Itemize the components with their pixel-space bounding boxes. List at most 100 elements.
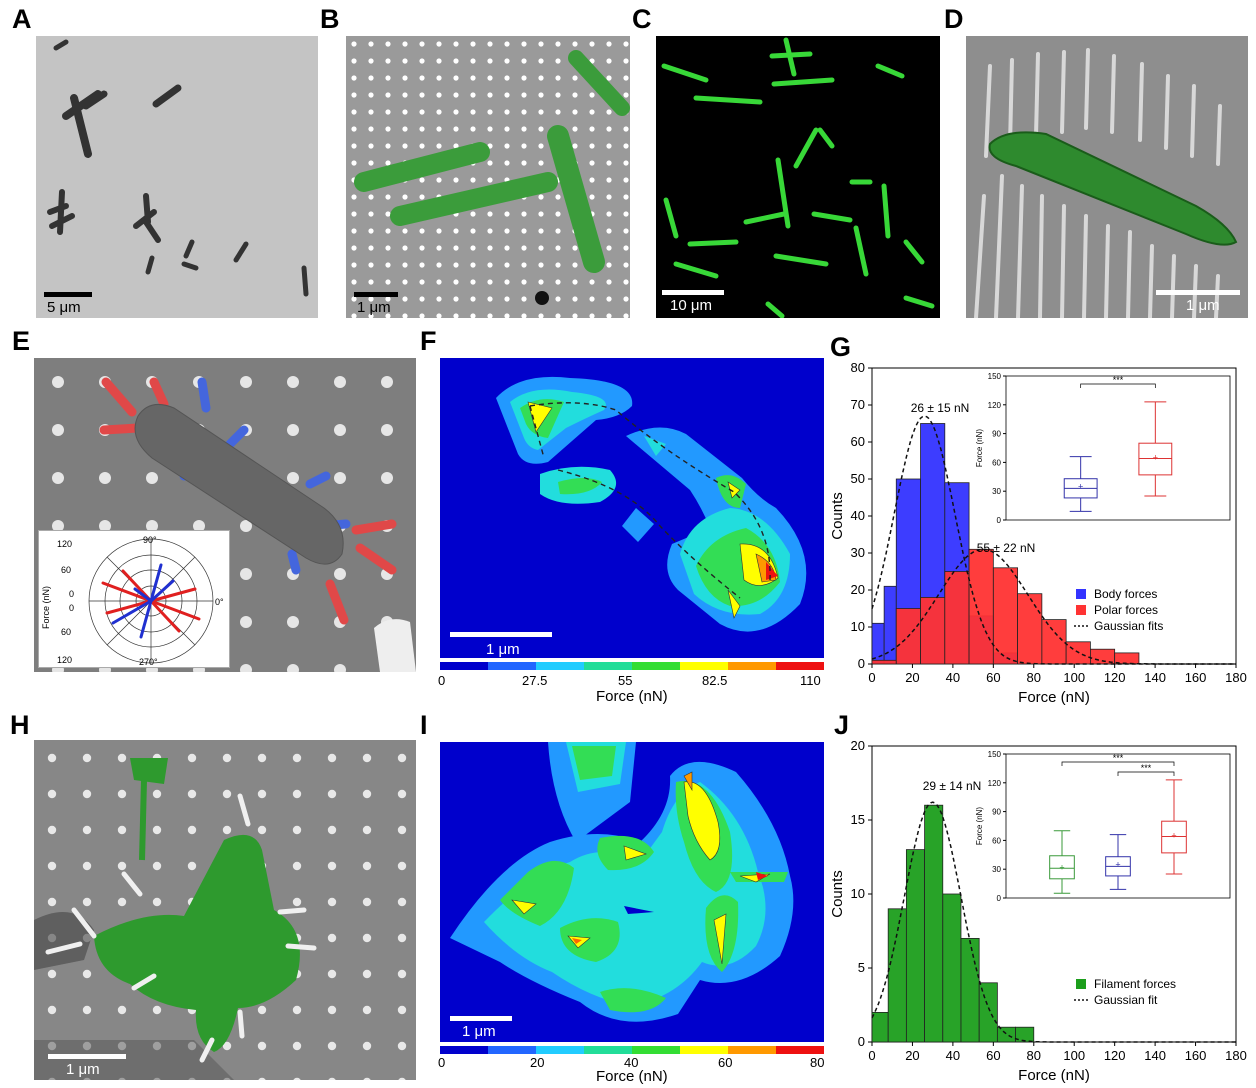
bar-b-5 (992, 567, 1018, 665)
polar-tick-top-2: 0 (69, 589, 74, 599)
x-tick-label-2: 40 (946, 670, 960, 685)
x-tick-label-7: 140 (1144, 670, 1166, 685)
colorbar-f-tick-1: 27.5 (522, 673, 548, 688)
scale-bar-c (662, 290, 724, 295)
colorbar-i-tick-4: 80 (810, 1055, 825, 1070)
box-0-mean: + (1078, 481, 1083, 491)
x-tick-label-9: 180 (1225, 1048, 1247, 1063)
x-tick-label-5: 100 (1063, 670, 1085, 685)
histogram-j: 0 20 40 60 80 100 120 140 160 180 0 5 10 15 20 Force (n… (829, 738, 1247, 1084)
x-tick-label-9: 180 (1225, 670, 1247, 685)
inset-y-label-2: 60 (992, 836, 1001, 845)
inset-y-label-3: 90 (992, 808, 1001, 817)
x-tick-label-8: 160 (1185, 1048, 1207, 1063)
sem-image-d (966, 36, 1248, 318)
x-axis-label: Force (nN) (1018, 1067, 1090, 1084)
box-0 (1049, 855, 1075, 880)
inset-frame (1005, 375, 1231, 521)
polar-angle-270: 270° (139, 657, 158, 667)
bar-a-3 (924, 804, 944, 1043)
bar-b-0 (871, 659, 897, 665)
significance-label-0: *** (1113, 375, 1124, 385)
x-tick-label-6: 120 (1104, 670, 1126, 685)
colorbar-i-tick-2: 40 (624, 1055, 639, 1070)
panel-label-a: A (12, 4, 32, 34)
polar-tick-top-1: 60 (61, 565, 71, 575)
inset-y-label-5: 150 (988, 750, 1002, 759)
sem-image-e: 90° 0° 270° 120 60 0 0 60 120 Force (nN) (34, 358, 416, 672)
x-tick-label-2: 40 (946, 1048, 960, 1063)
inset-y-label-3: 90 (992, 430, 1001, 439)
annotation-1: 55 ± 22 nN (977, 541, 1036, 555)
polar-tick-bottom-1: 60 (61, 627, 71, 637)
y-tick-label-4: 40 (851, 508, 865, 523)
bacteria-drawing-b (346, 36, 630, 318)
colorbar-i (440, 1046, 824, 1054)
colorbar-f-tick-2: 55 (618, 673, 633, 688)
annotation-0: 29 ± 14 nN (923, 779, 982, 793)
colorbar-f-tick-0: 0 (438, 673, 446, 688)
bar-b-4 (968, 548, 994, 665)
scale-bar-b (354, 292, 398, 297)
bar-a-4 (942, 893, 962, 1043)
x-tick-label-0: 0 (868, 1048, 875, 1063)
significance-label-1: *** (1141, 763, 1152, 773)
polar-inset: 90° 0° 270° 120 60 0 0 60 120 Force (nN) (38, 530, 230, 668)
colorbar-f-tick-4: 110 (800, 673, 821, 688)
pillars-drawing-d (974, 48, 1238, 318)
x-tick-label-7: 140 (1144, 1048, 1166, 1063)
box-0 (1063, 478, 1098, 499)
inset-y-label-1: 30 (992, 865, 1001, 874)
inset-frame (1005, 753, 1231, 899)
polar-tick-bottom-0: 0 (69, 603, 74, 613)
colorbar-f-label: Force (nN) (596, 688, 668, 705)
significance-bracket-0 (1061, 761, 1175, 766)
colorbar-i-label: Force (nN) (596, 1068, 668, 1085)
box-0-mean: + (1059, 862, 1064, 872)
colorbar-i-tick-0: 0 (438, 1055, 446, 1070)
panel-label-h: H (10, 710, 30, 740)
bar-a-5 (960, 937, 980, 1043)
panel-label-g: G (830, 332, 852, 362)
scale-label-h: 1 μm (66, 1061, 100, 1078)
contour-map-f (496, 376, 807, 632)
y-tick-label-7: 70 (851, 397, 865, 412)
force-contour-i (440, 742, 824, 1042)
inset-y-axis-label: Force (nN) (975, 429, 984, 468)
polar-tick-top-0: 120 (57, 539, 72, 549)
inset-y-label-1: 30 (992, 487, 1001, 496)
annotation-0: 26 ± 15 nN (911, 401, 970, 415)
fluorescence-image-c (656, 36, 940, 318)
filament-drawing-c (661, 37, 935, 318)
significance-bracket-1 (1117, 771, 1175, 776)
x-tick-label-4: 80 (1027, 1048, 1041, 1063)
colorbar-i-tick-3: 60 (718, 1055, 733, 1070)
bacteria-drawing-a (47, 39, 309, 297)
scale-bar-h (48, 1054, 126, 1059)
y-tick-label-1: 10 (851, 619, 865, 634)
y-tick-label-6: 60 (851, 434, 865, 449)
scale-label-d: 1 μm (1186, 297, 1220, 314)
legend-fit-label: Gaussian fit (1094, 993, 1158, 1007)
polar-angle-90: 90° (143, 535, 157, 545)
x-tick-label-6: 120 (1104, 1048, 1126, 1063)
polar-ylabel: Force (nN) (41, 586, 51, 629)
scale-label-i: 1 μm (462, 1023, 496, 1040)
colorbar-i-tick-1: 20 (530, 1055, 545, 1070)
y-tick-label-0: 0 (858, 656, 865, 671)
y-tick-label-4: 20 (851, 738, 865, 753)
y-tick-label-2: 10 (851, 886, 865, 901)
inset-y-label-0: 0 (997, 894, 1002, 903)
inset-y-label-5: 150 (988, 372, 1002, 381)
panel-label-c: C (632, 4, 652, 34)
panel-label-f: F (420, 326, 437, 356)
sem-image-b (346, 36, 630, 318)
x-tick-label-4: 80 (1027, 670, 1041, 685)
colorbar-f-tick-3: 82.5 (702, 673, 728, 688)
y-tick-label-8: 80 (851, 360, 865, 375)
x-tick-label-5: 100 (1063, 1048, 1085, 1063)
filament-drawing-h (34, 740, 416, 1080)
legend-label-0: Filament forces (1094, 977, 1176, 991)
inset-y-label-0: 0 (997, 516, 1002, 525)
bar-b-2 (920, 596, 946, 665)
